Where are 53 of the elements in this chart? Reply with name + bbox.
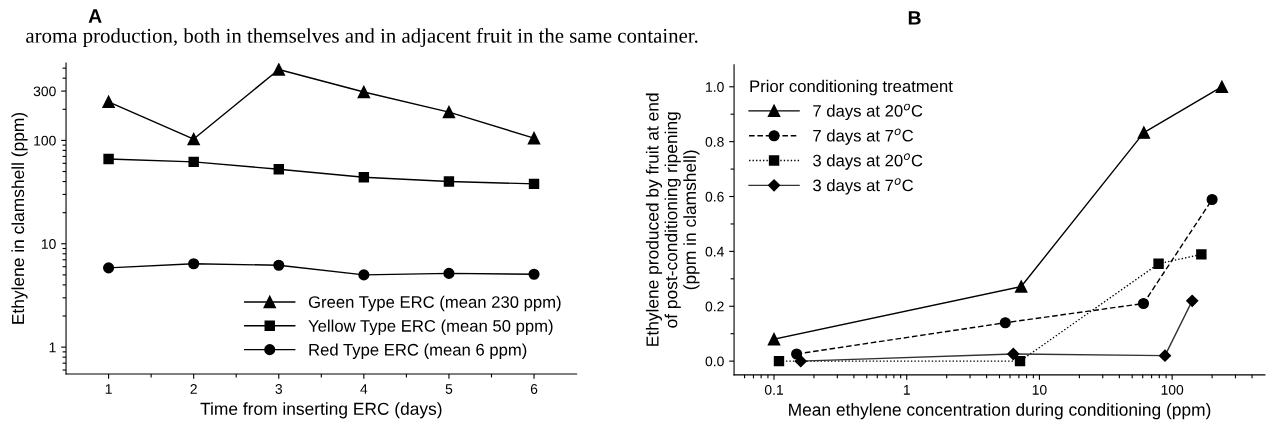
y-tick-label: 1.0 bbox=[706, 82, 724, 92]
legend-label: Green Type ERC (mean 230 ppm) bbox=[308, 295, 561, 312]
x-tick-label: 6 bbox=[530, 384, 538, 394]
y-axis-title: Ethylene in clamshell (ppm) bbox=[11, 112, 28, 324]
x-tick-label: 2 bbox=[190, 384, 197, 394]
y-tick-label: 0.4 bbox=[705, 246, 724, 257]
x-tick-label: 100 bbox=[1161, 384, 1184, 395]
text: aroma production, both in themselves and in adjacent fruit in the same container. bbox=[26, 27, 698, 48]
legend-label: 3 days at 20$^{o}$C bbox=[813, 153, 923, 170]
legend-label: 3 days at 7$^{o}$C bbox=[813, 178, 914, 195]
y-tick-label: 10 bbox=[41, 239, 56, 249]
y-tick-label: 1 bbox=[49, 342, 56, 353]
x-tick-label: 0.1 bbox=[764, 384, 783, 395]
x-tick-label: 1 bbox=[105, 384, 112, 394]
y-tick-label: 0.2 bbox=[705, 301, 724, 312]
y-tick-label: 0.0 bbox=[705, 356, 724, 367]
y-tick-label: 0.8 bbox=[705, 136, 724, 147]
x-tick-label: 4 bbox=[360, 384, 368, 394]
point bbox=[527, 131, 541, 145]
point bbox=[273, 259, 285, 271]
point bbox=[272, 63, 286, 76]
y-tick-label: 300 bbox=[33, 86, 56, 97]
y-axis-title: Ethylene produced by fruit at end of post-conditioning ripening (ppm in clamshell) bbox=[645, 93, 700, 346]
point bbox=[102, 95, 115, 109]
legend-title: Prior conditioning treatment bbox=[750, 79, 953, 96]
y-tick-label: 0.6 bbox=[705, 191, 724, 202]
point bbox=[528, 178, 540, 190]
x-tick-label: 1 bbox=[903, 385, 910, 395]
point bbox=[443, 176, 455, 187]
y-tick-label: 100 bbox=[34, 135, 56, 146]
point bbox=[188, 156, 199, 168]
x-tick-label: 5 bbox=[445, 384, 453, 394]
point bbox=[358, 269, 370, 281]
chart-title: A bbox=[88, 9, 102, 23]
point bbox=[442, 105, 456, 119]
point bbox=[188, 258, 200, 270]
legend-label: 7 days at 20$^{o}$C bbox=[813, 103, 923, 121]
point bbox=[443, 267, 455, 279]
legend-label: Red Type ERC (mean 6 ppm) bbox=[309, 343, 527, 359]
x-tick-label: 10 bbox=[1032, 384, 1047, 395]
x-axis-title: Mean ethylene concentration during conditioning (ppm) bbox=[789, 403, 1211, 420]
legend-label: 7 days at 7$^{o}$C bbox=[813, 128, 914, 145]
point bbox=[103, 262, 115, 274]
point bbox=[357, 85, 371, 99]
x-axis-title: Time from inserting ERC (days) bbox=[200, 402, 442, 419]
x-tick-label: 3 bbox=[275, 384, 283, 394]
point bbox=[187, 132, 200, 146]
point bbox=[528, 268, 540, 280]
chart-title: B bbox=[908, 11, 921, 25]
legend-label: Yellow Type ERC (mean 50 ppm) bbox=[308, 319, 553, 336]
point bbox=[358, 172, 370, 183]
point bbox=[273, 164, 284, 175]
point bbox=[103, 153, 114, 165]
